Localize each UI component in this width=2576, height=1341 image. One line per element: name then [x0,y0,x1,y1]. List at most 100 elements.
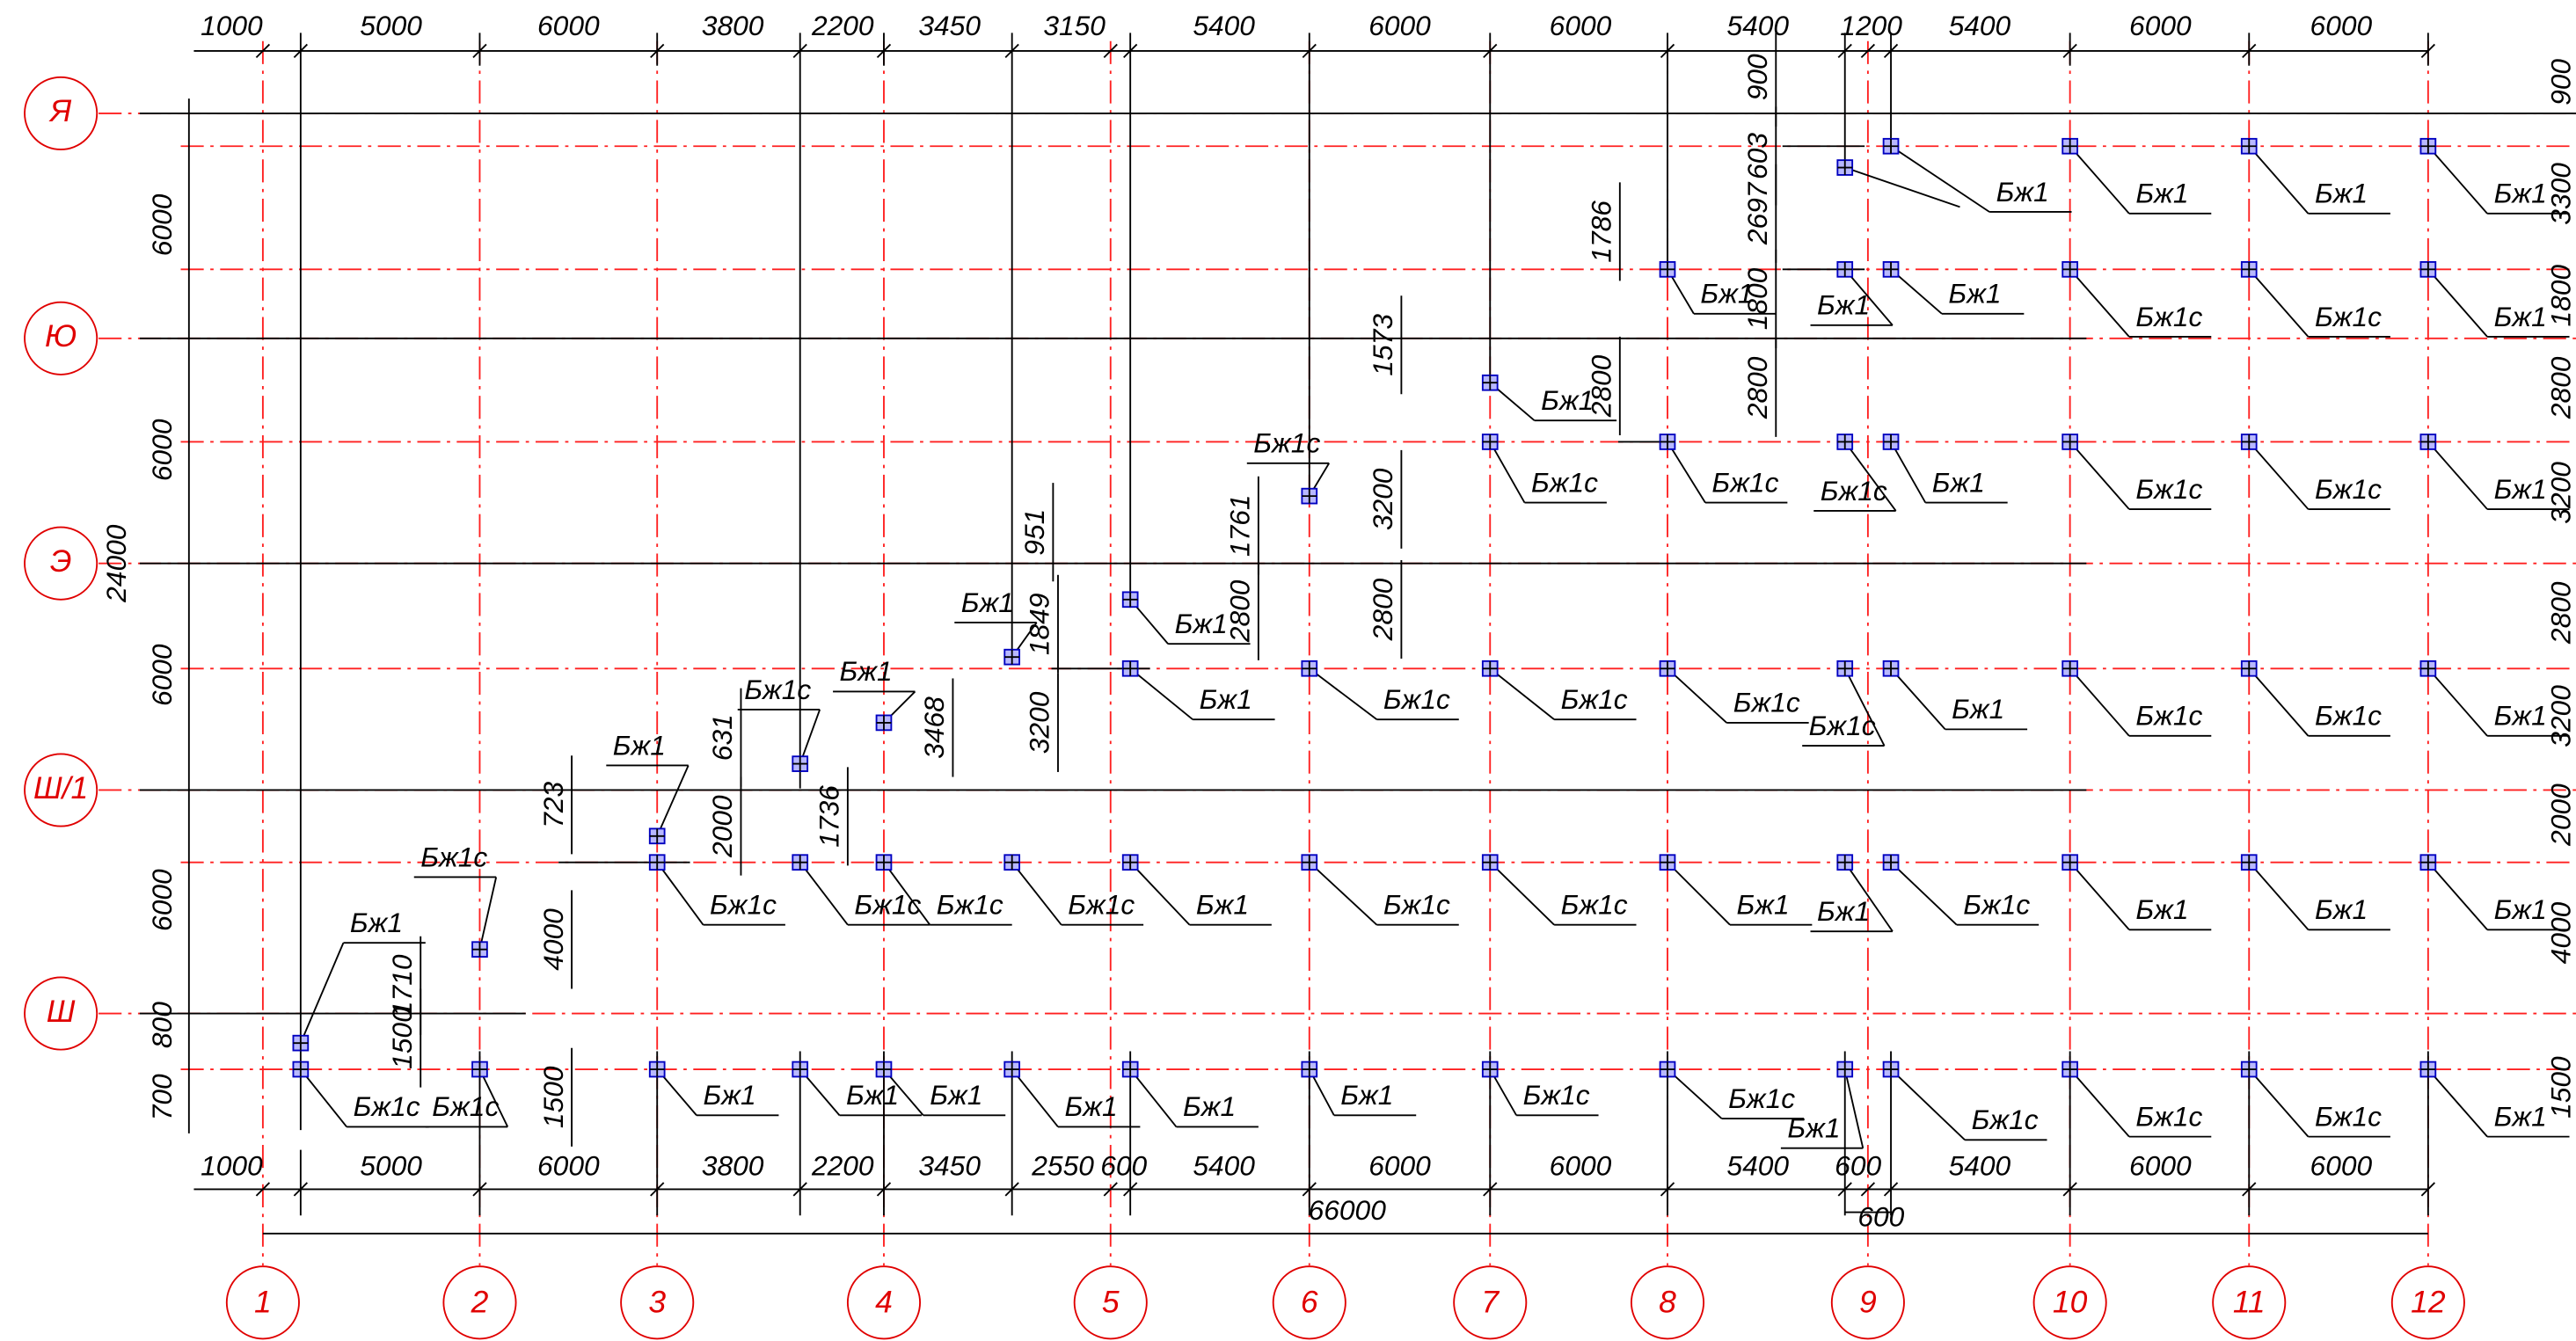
tick [1302,43,1317,59]
tick [255,1182,271,1197]
axis-label: 4 [875,1285,893,1320]
dimension-text: 900 [1741,54,1773,100]
leader-line [2069,268,2130,338]
marker-label: Бж1с [2315,700,2382,732]
marker-label: Бж1 [1700,278,1753,310]
leader-line [1843,862,1894,932]
marker-label: Бж1 [2494,1100,2547,1132]
dimension-text: 6000 [146,644,178,706]
dimension-text: 6000 [2129,1150,2192,1182]
dimension-text: 723 [537,781,569,827]
marker-label: Бж1 [840,655,893,687]
axis-bubble [24,301,99,375]
leader-line [1843,441,1897,512]
axis-bubble [24,753,99,827]
marker-label: Бж1с [1711,466,1778,498]
dimension-text: 1573 [1367,314,1398,376]
marker-label: Бж1с [420,841,487,872]
tick [472,1182,487,1197]
marker-label: Бж1 [1736,889,1789,921]
marker-label: Бж1с [1733,687,1800,718]
tick [1660,43,1675,59]
tick [1483,43,1498,59]
leader-line [299,942,345,1044]
axis-label: 12 [2411,1285,2446,1320]
leader-line [1890,441,1927,504]
leader-line [1890,1068,1966,1141]
marker-label: Бж1 [2494,893,2547,925]
axis-bubble [24,76,99,150]
leader-line [1309,861,1378,926]
leader-line [2069,1068,2130,1138]
leader-line [2427,268,2488,338]
dimension-text: 5000 [360,1150,422,1182]
dimension-text: 700 [146,1074,178,1120]
leader-line [2248,441,2310,510]
tick [1123,43,1138,59]
marker-label: Бж1с [937,889,1003,921]
marker-label: Бж1 [1817,289,1870,321]
dimension-text: 1736 [814,785,845,848]
dimension-text: 3468 [918,696,950,759]
dimension-text: 5400 [1949,10,2011,41]
tick [1860,43,1876,59]
tick [1483,1182,1498,1197]
marker-label: Бж1с [1531,466,1598,498]
leader-line [799,862,849,926]
axis-label: 6 [1301,1285,1318,1320]
marker-label: Бж1с [2315,1100,2382,1132]
dimension-text: 6000 [146,869,178,931]
marker-label: Бж1 [1196,889,1249,921]
leader-line [2248,862,2310,930]
tick [876,43,892,59]
dimension-text: 2000 [706,795,738,858]
marker-label: Бж1с [1068,889,1135,921]
tick [1660,1182,1675,1197]
leader-line [2069,145,2130,215]
dimension-text: 6000 [1550,1150,1612,1182]
leader-line [1667,667,1727,724]
dimension-text: 2800 [1741,356,1773,419]
leader-line [478,877,498,950]
leader-line [1890,268,1943,315]
leader-line [478,1068,509,1127]
dimension-text: 600 [1100,1150,1147,1182]
marker-label: Бж1с [2135,1100,2202,1132]
dimension-text: 1200 [1840,10,1902,41]
leader-line [1129,1068,1178,1128]
marker-label: Бж1 [1183,1090,1236,1122]
leader-line [1890,862,1958,926]
axis-label: 2 [471,1285,489,1320]
leader-line [2248,268,2310,338]
leader-line [2427,862,2488,930]
dimension-text: 2200 [811,1150,874,1182]
tick [1837,1182,1852,1197]
leader-line [2427,667,2488,737]
leader-line [1489,667,1555,720]
axis-label: 9 [1859,1285,1877,1320]
dimension-text: 24000 [100,524,132,603]
dimension-text: 2800 [1224,579,1256,643]
dimension-text: 3150 [1043,10,1106,41]
marker-label: Бж1с [2135,473,2202,505]
tick [792,1182,807,1197]
tick [1883,1182,1899,1197]
dimension-text: 800 [146,1002,178,1048]
dimension-text: 1786 [1586,200,1617,263]
tick [1103,1182,1118,1197]
marker-label: Бж1с [354,1090,420,1122]
dimension-text: 6000 [2310,10,2373,41]
marker-label: Бж1 [2494,301,2547,332]
dimension-text: 5400 [1193,1150,1255,1182]
tick [1103,43,1118,59]
dimension-text: 2800 [2544,356,2576,419]
dimension-text: 2000 [2544,783,2576,847]
dimension-text: 5400 [1726,1150,1789,1182]
marker-label: Бж1с [710,889,777,921]
marker-label: Бж1 [1541,384,1594,416]
marker-label: Бж1 [846,1079,899,1111]
marker-label: Бж1с [854,889,921,921]
leader-line [1844,268,1894,326]
dimension-text: 1000 [201,1150,263,1182]
dimension-text: 600 [1857,1200,1904,1232]
